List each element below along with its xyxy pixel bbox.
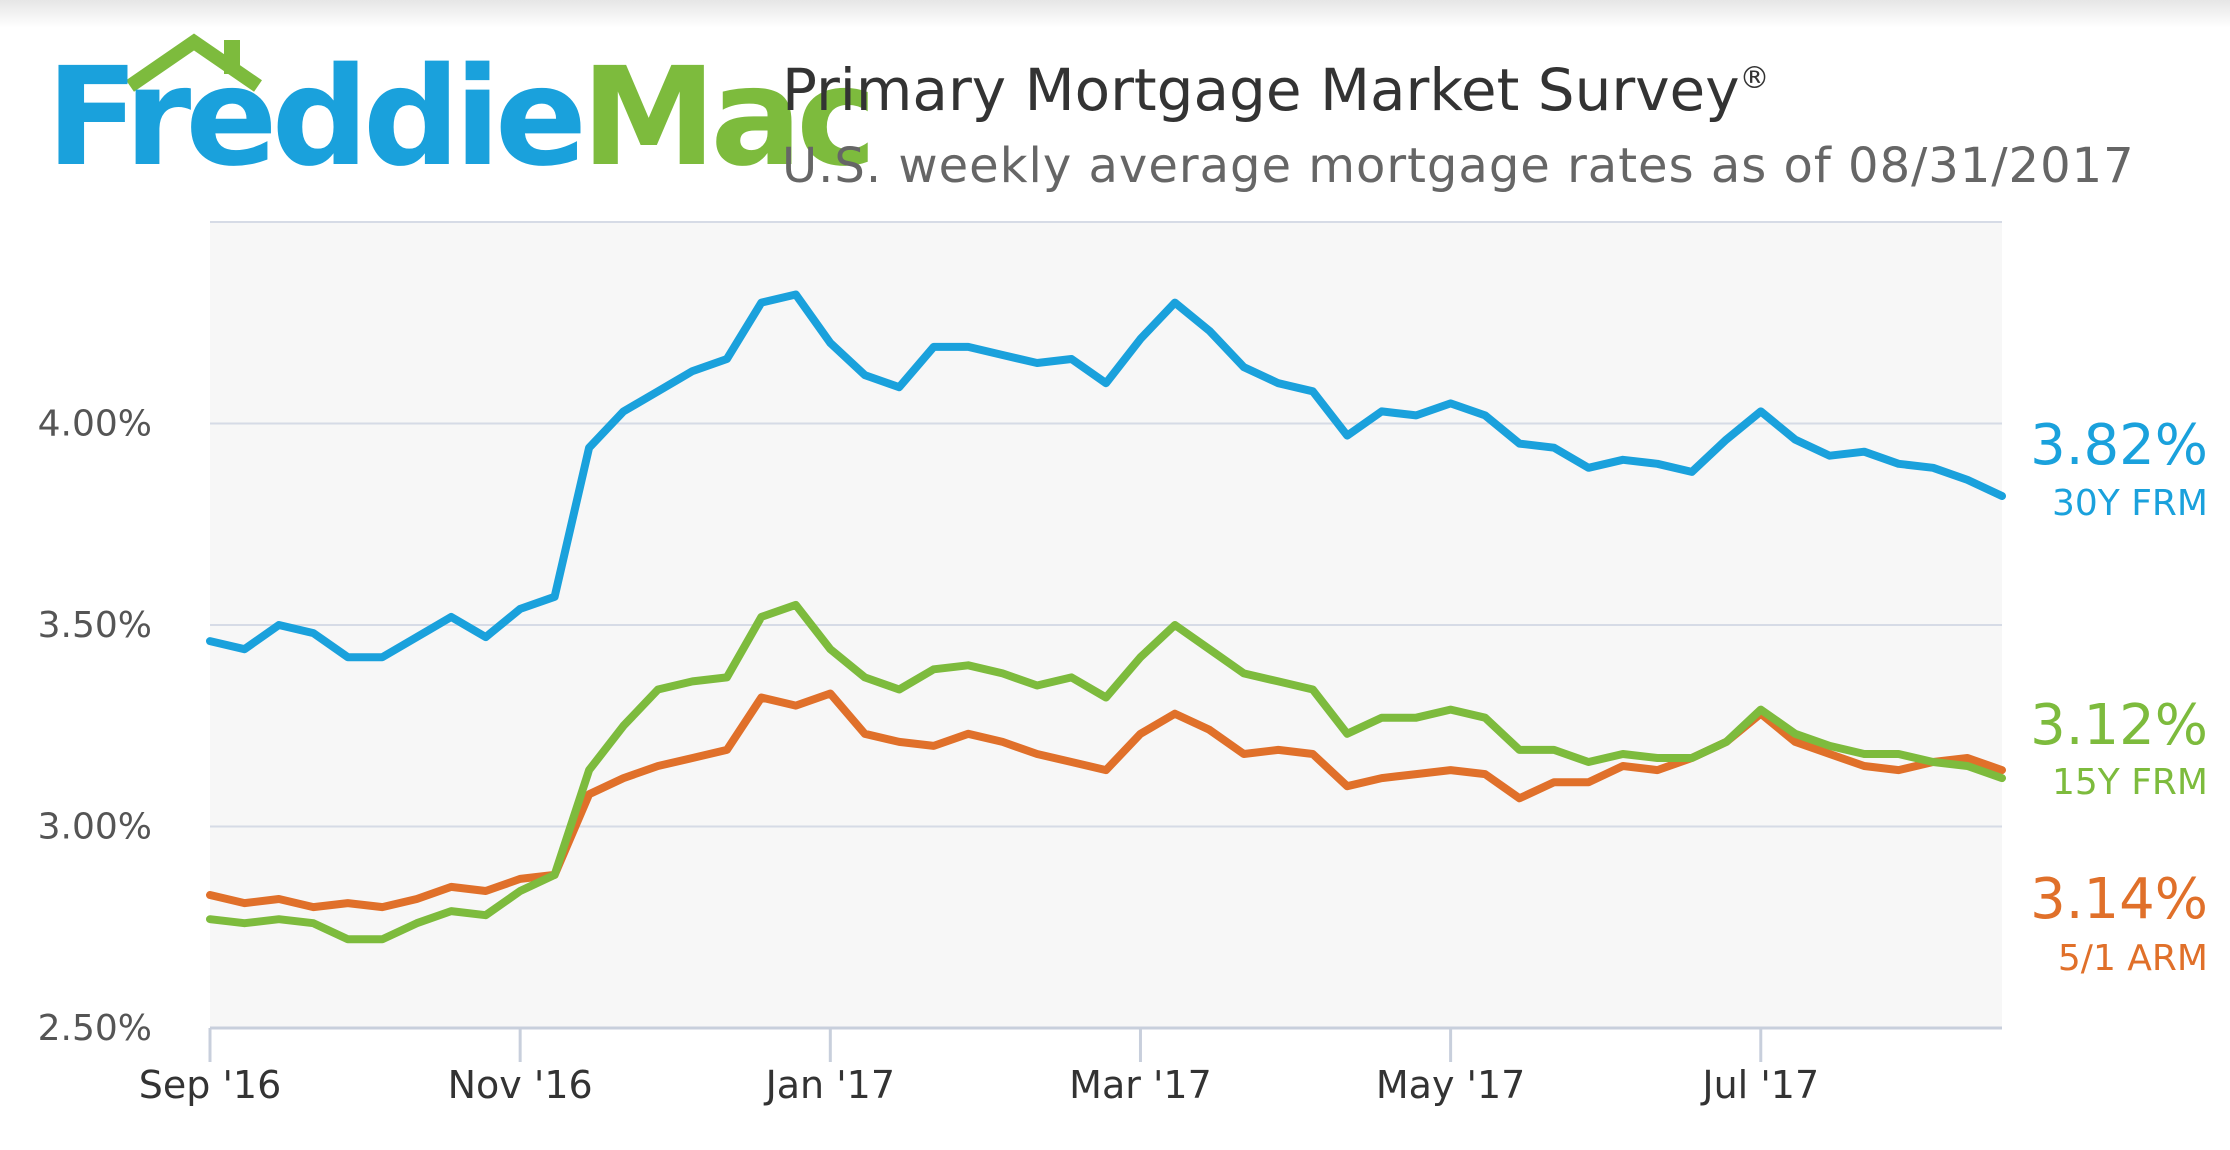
series-15y-frm-end-value: 3.12% <box>2030 693 2208 758</box>
mortgage-rate-chart: 2.50% 3.00% 3.50% 4.00% Sep '16 Nov '16 Jan '… <box>0 0 2230 1150</box>
y-tick-label: 4.00% <box>38 404 152 445</box>
x-tick-label: Mar '17 <box>1069 1063 1212 1107</box>
series-30y-frm-end-value: 3.82% <box>2030 413 2208 478</box>
series-30y-frm-end-name: 30Y FRM <box>2052 483 2208 524</box>
y-tick-label: 2.50% <box>38 1008 152 1049</box>
series-5-1-arm-end-name: 5/1 ARM <box>2058 938 2208 979</box>
series-15y-frm-end-name: 15Y FRM <box>2052 762 2208 803</box>
x-tick-label: May '17 <box>1376 1063 1525 1107</box>
x-tick-label: Sep '16 <box>139 1063 282 1107</box>
x-axis: Sep '16 Nov '16 Jan '17 Mar '17 May '17 Jul '… <box>139 1028 2002 1107</box>
y-tick-label: 3.50% <box>38 605 152 646</box>
x-tick-label: Nov '16 <box>448 1063 593 1107</box>
end-labels: 3.82% 30Y FRM 3.12%15Y FRM 3.14% 5/1 ARM <box>2030 413 2208 979</box>
x-tick-label: Jan '17 <box>764 1063 895 1107</box>
y-axis: 2.50% 3.00% 3.50% 4.00% <box>38 404 152 1050</box>
x-tick-label: Jul '17 <box>1700 1063 1819 1107</box>
series-5-1-arm-end-value: 3.14% <box>2030 867 2208 932</box>
y-tick-label: 3.00% <box>38 807 152 848</box>
